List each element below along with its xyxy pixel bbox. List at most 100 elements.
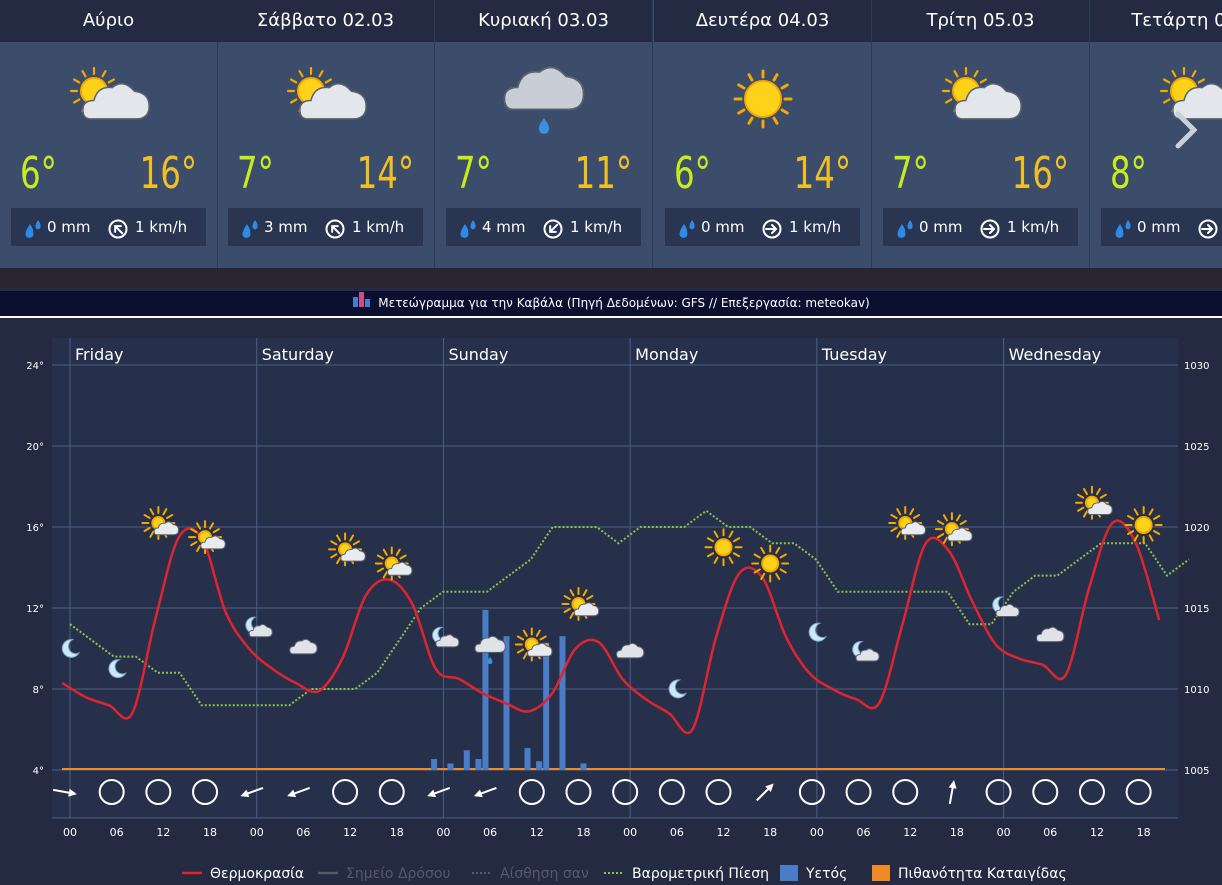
temperature-line [61,519,1161,735]
forecast-stats: 0 mm [1101,208,1222,246]
separator-band [0,268,1222,288]
wind-arrow-icon [948,780,957,804]
forecast-day-4: Τρίτη 05.03 7° 16° 0 mm 1 km/h [872,0,1090,268]
hour-label: 12 [156,826,170,839]
rain-bar [524,748,531,770]
hour-label: 00 [997,826,1011,839]
next-arrow-icon[interactable] [1172,110,1202,150]
moon-cloud-icon [992,596,1020,617]
day-label: Saturday [262,345,334,364]
forecast-temp-max: 14° [793,148,851,199]
hour-label: 12 [530,826,544,839]
sw-arrow-icon [543,219,563,239]
meteogram-chart: 24° 1030 20° 1025 16° 1020 12° 1015 8° 1010 4° 1005… [26,338,1209,882]
moon-icon [808,622,828,642]
legend-label: Βαρομετρική Πίεση [632,866,769,882]
wind-arrow-icon [427,786,451,798]
rain-bar [431,759,438,770]
partly-cloudy-icon [1159,66,1222,120]
hour-label: 12 [1090,826,1104,839]
e-arrow-icon [980,219,1000,239]
hour-label: 00 [623,826,637,839]
forecast-temp-min: 7° [455,148,492,199]
calm-wind-icon [985,779,1012,805]
forecast-rain: 0 mm [919,218,963,236]
partly-cloudy-icon [286,66,367,120]
forecast-day-2: Κυριακή 03.03 7° 11° 4 mm 1 km/h [435,0,653,268]
wind-arrow-icon [53,788,77,797]
calm-wind-icon [145,779,172,805]
meteogram-title: Μετεώγραμμα για την Καβάλα (Πηγή Δεδομέν… [378,296,870,310]
forecast-wind: 1 km/h [789,218,842,236]
rain-cloud-icon [503,66,584,134]
hour-label: 18 [203,826,217,839]
e-arrow-icon [1198,219,1218,239]
forecast-temp-min: 7° [237,148,274,199]
nw-arrow-icon [325,219,345,239]
calm-wind-icon [705,779,732,805]
rain-bar [536,761,543,770]
calm-wind-icon [98,779,125,805]
moon-icon [61,638,81,658]
partly-icon [514,627,553,662]
rain-bar [559,636,566,770]
forecast-day-label: Δευτέρα 04.03 [654,0,871,42]
hour-label: 18 [390,826,404,839]
chart-icon [352,291,372,316]
day-label: Friday [75,345,124,364]
partly-cloudy-icon [69,66,150,120]
wind-row [52,779,1178,819]
day-label: Sunday [448,345,508,364]
forecast-day-label: Κυριακή 03.03 [435,0,652,42]
hour-label: 06 [483,826,497,839]
rain-bar [543,642,550,770]
forecast-temp-min: 7° [892,148,929,199]
hour-label: 12 [903,826,917,839]
calm-wind-icon [892,779,919,805]
calm-wind-icon [798,779,825,805]
legend-label: Υετός [805,866,847,882]
day-label: Tuesday [821,345,887,364]
wind-arrow-icon [756,783,774,802]
moon-cloud-icon [432,626,460,648]
forecast-day-label: Τρίτη 05.03 [872,0,1089,42]
forecast-rain: 4 mm [482,218,526,236]
calm-wind-icon [845,779,872,805]
forecast-stats: 3 mm 1 km/h [228,208,423,246]
calm-wind-icon [1125,779,1152,805]
hour-label: 06 [1043,826,1057,839]
y-tick-right: 1025 [1184,442,1209,453]
y-tick-left: 12° [26,604,44,615]
forecast-temp-min: 6° [20,148,57,199]
forecast-rain: 3 mm [264,218,308,236]
wind-arrow-icon [240,786,264,798]
chart-grid [52,338,1178,818]
forecast-wind: 1 km/h [352,218,405,236]
forecast-temp-min: 8° [1110,148,1147,199]
y-tick-right: 1005 [1184,766,1209,777]
meteogram-title-bar: Μετεώγραμμα για την Καβάλα (Πηγή Δεδομέν… [0,291,1222,318]
partly-icon [374,546,413,581]
calm-wind-icon [612,779,639,805]
raindrops-icon [460,220,476,238]
y-tick-right: 1020 [1184,523,1209,534]
forecast-wind: 1 km/h [135,218,188,236]
forecast-day-label: Τετάρτη 06.03 [1090,0,1222,42]
moon-icon [108,659,127,679]
hour-label: 12 [343,826,357,839]
legend-label: Αίσθηση σαν [500,866,589,882]
y-tick-left: 24° [26,361,44,372]
hour-label: 00 [436,826,450,839]
forecast-rain: 0 mm [47,218,91,236]
forecast-rain: 0 mm [1137,218,1181,236]
e-arrow-icon [762,219,782,239]
daily-forecast-strip: Αύριο 6° 16° 0 mm 1 km/h Σάββατο 02.03 7… [0,0,1222,268]
y-tick-right: 1010 [1184,685,1209,696]
hour-label: 12 [717,826,731,839]
sun-icon [733,69,792,129]
rain-icon [474,635,506,665]
sun-icon [704,528,743,567]
day-label: Wednesday [1009,345,1102,364]
rain-bar [463,750,470,770]
hour-label: 00 [810,826,824,839]
